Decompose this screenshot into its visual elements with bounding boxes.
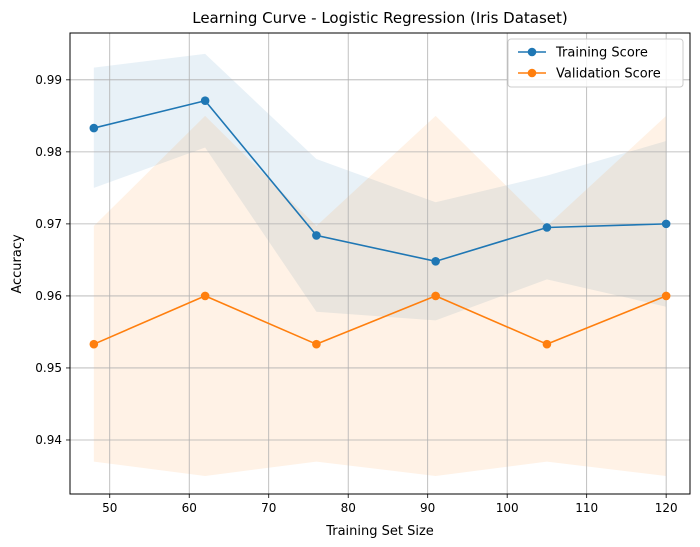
data-point-series-1 (661, 291, 671, 301)
data-point-series-0 (312, 231, 321, 240)
y-tick-label: 0.94 (35, 433, 62, 447)
data-point-series-0 (542, 223, 552, 232)
plot-frame (69, 32, 691, 495)
legend-marker-1 (527, 68, 537, 78)
x-tick-label: 110 (575, 501, 598, 515)
y-tick-label: 0.96 (35, 289, 62, 303)
confidence-band-0 (93, 53, 667, 321)
data-point-series-1 (542, 339, 552, 349)
legend: Training Score Validation Score (507, 38, 684, 88)
x-tick-label: 60 (182, 501, 197, 515)
x-tick-label: 90 (420, 501, 435, 515)
data-point-series-0 (89, 123, 99, 133)
series-line-1 (93, 295, 667, 346)
x-tick-label: 120 (655, 501, 678, 515)
x-axis-label: Training Set Size (325, 524, 434, 539)
y-tick-label: 0.99 (35, 73, 62, 87)
data-point-series-0 (431, 257, 440, 266)
x-tick-label: 80 (341, 501, 356, 515)
legend-label-1: Validation Score (556, 67, 661, 82)
data-point-series-1 (89, 339, 99, 349)
data-point-series-0 (200, 96, 210, 106)
x-tick-label: 100 (496, 501, 519, 515)
y-axis-label: Accuracy (10, 234, 25, 294)
legend-label-0: Training Score (555, 46, 648, 61)
x-tick-label: 70 (261, 501, 276, 515)
x-tick-label: 50 (102, 501, 117, 515)
data-point-series-1 (312, 339, 321, 349)
y-tick-label: 0.98 (35, 145, 62, 159)
data-point-series-0 (661, 219, 671, 229)
legend-box (507, 38, 684, 88)
y-tick-label: 0.95 (35, 361, 62, 375)
data-point-series-1 (431, 291, 440, 301)
data-point-series-1 (200, 291, 210, 301)
series-line-0 (93, 99, 667, 263)
y-tick-label: 0.97 (35, 217, 62, 231)
chart-title: Learning Curve - Logistic Regression (Ir… (192, 9, 568, 27)
legend-marker-0 (527, 47, 537, 57)
